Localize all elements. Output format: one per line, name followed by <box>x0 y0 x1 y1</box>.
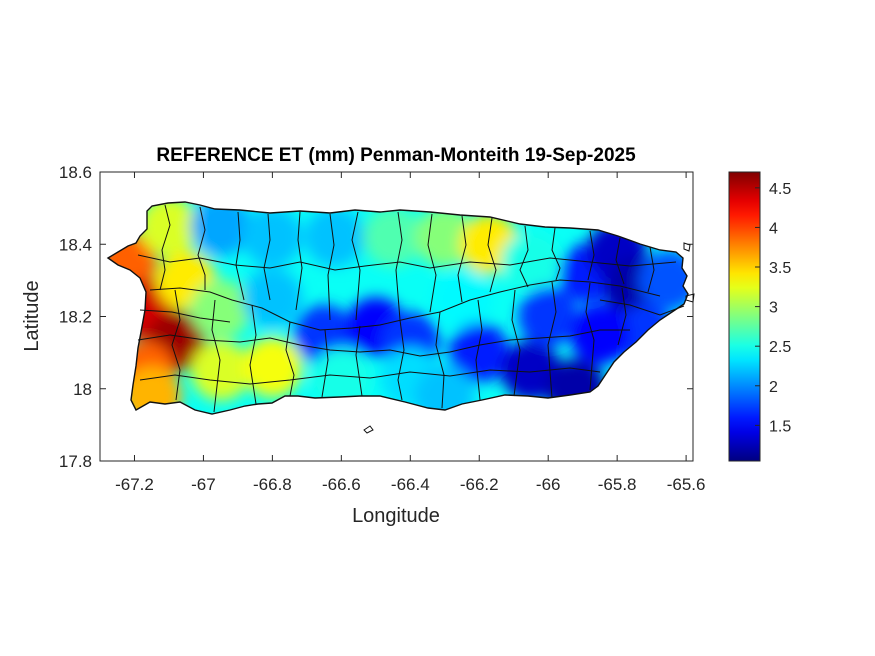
x-tick-label: -65.8 <box>598 475 637 494</box>
et-sample-24 <box>449 322 510 383</box>
municipality-boundary-36 <box>599 299 685 316</box>
plot-title: REFERENCE ET (mm) Penman-Monteith 19-Sep… <box>156 145 636 166</box>
et-sample-7 <box>190 340 251 401</box>
municipality-boundary-7 <box>327 213 335 321</box>
municipality-boundary-28 <box>475 299 483 401</box>
municipality-boundary-16 <box>615 237 625 285</box>
y-axis-title: Latitude <box>21 280 43 351</box>
municipality-boundary-31 <box>585 282 595 391</box>
municipality-boundary-27 <box>435 311 445 409</box>
small-island-south <box>363 425 374 434</box>
municipality-boundary-25 <box>355 325 363 397</box>
municipality-boundary-15 <box>587 230 595 281</box>
x-tick-label: -66.2 <box>460 475 499 494</box>
x-tick-label: -65.6 <box>667 475 706 494</box>
et-sample-23 <box>432 268 493 329</box>
colorbar-tick-label: 3.5 <box>769 260 791 277</box>
et-sample-12 <box>242 268 303 329</box>
et-sample-6 <box>138 202 199 257</box>
et-sample-8 <box>242 337 303 398</box>
et-sample-11 <box>242 207 303 268</box>
municipality-boundary-30 <box>547 281 557 399</box>
municipality-boundaries <box>137 204 685 413</box>
et-sample-10 <box>190 202 251 257</box>
et-sample-9 <box>190 279 251 340</box>
municipality-boundary-3 <box>197 206 206 290</box>
municipality-boundary-13 <box>519 225 529 288</box>
municipality-boundary-34 <box>139 367 601 385</box>
x-tick-label: -66.8 <box>253 475 292 494</box>
y-axis: 17.8 18 18.2 18.4 18.6 <box>59 163 693 471</box>
x-tick-label: -66 <box>536 475 561 494</box>
colorbar: 1.5 2 2.5 3 3.5 4 4.5 <box>728 171 791 462</box>
island-boundaries <box>106 201 695 434</box>
municipality-boundary-8 <box>351 211 361 321</box>
x-tick-label: -67 <box>191 475 216 494</box>
municipality-boundary-23 <box>285 321 295 397</box>
y-tick-label: 18.4 <box>59 235 92 254</box>
municipality-boundary-33 <box>137 254 677 271</box>
municipality-boundary-9 <box>395 211 403 321</box>
colorbar-tick-label: 3 <box>769 300 778 317</box>
municipality-boundary-24 <box>321 329 329 398</box>
x-axis-title: Longitude <box>352 505 440 527</box>
municipality-boundary-20 <box>171 289 181 401</box>
y-tick-label: 17.8 <box>59 452 92 471</box>
municipality-boundary-17 <box>647 246 655 293</box>
municipality-boundary-22 <box>249 304 257 405</box>
municipality-boundary-21 <box>211 299 221 413</box>
y-tick-label: 18 <box>73 380 92 399</box>
colorbar-ramp <box>728 171 761 462</box>
et-sample-27 <box>518 286 579 347</box>
colorbar-ticks: 1.5 2 2.5 3 3.5 4 4.5 <box>755 181 791 435</box>
municipality-boundary-29 <box>511 289 521 397</box>
x-axis: -67.2 -67 -66.8 -66.6 -66.4 -66.2 -66 -65.8 -65.… <box>115 172 705 494</box>
x-tick-label: -66.4 <box>391 475 430 494</box>
municipality-boundary-19 <box>359 329 630 357</box>
municipality-boundary-5 <box>263 213 271 301</box>
municipality-boundary-0 <box>149 287 381 331</box>
colorbar-tick-label: 1.5 <box>769 418 791 435</box>
municipality-boundary-6 <box>295 211 303 311</box>
municipality-boundary-10 <box>427 213 437 313</box>
x-tick-label: -67.2 <box>115 475 154 494</box>
colorbar-tick-label: 4.5 <box>769 181 791 198</box>
municipality-boundary-4 <box>235 211 245 301</box>
municipality-boundary-1 <box>379 279 661 326</box>
et-sample-17 <box>363 207 424 268</box>
municipality-boundary-12 <box>487 217 497 293</box>
municipality-boundary-2 <box>159 204 171 291</box>
et-sample-33 <box>569 304 630 365</box>
municipality-boundary-35 <box>139 309 231 323</box>
et-sample-21 <box>311 347 372 408</box>
x-tick-label: -66.6 <box>322 475 361 494</box>
island-outline <box>106 201 689 415</box>
colorbar-tick-label: 2.5 <box>769 339 791 356</box>
municipality-boundary-32 <box>617 287 627 346</box>
y-tick-label: 18.2 <box>59 308 92 327</box>
colorbar-tick-label: 4 <box>769 220 778 237</box>
municipality-boundary-26 <box>397 319 405 401</box>
colorbar-tick-label: 2 <box>769 379 778 396</box>
et-sample-20 <box>500 232 561 293</box>
municipality-boundary-11 <box>457 215 467 303</box>
et-sample-16 <box>304 207 365 268</box>
y-tick-label: 18.6 <box>59 163 92 182</box>
